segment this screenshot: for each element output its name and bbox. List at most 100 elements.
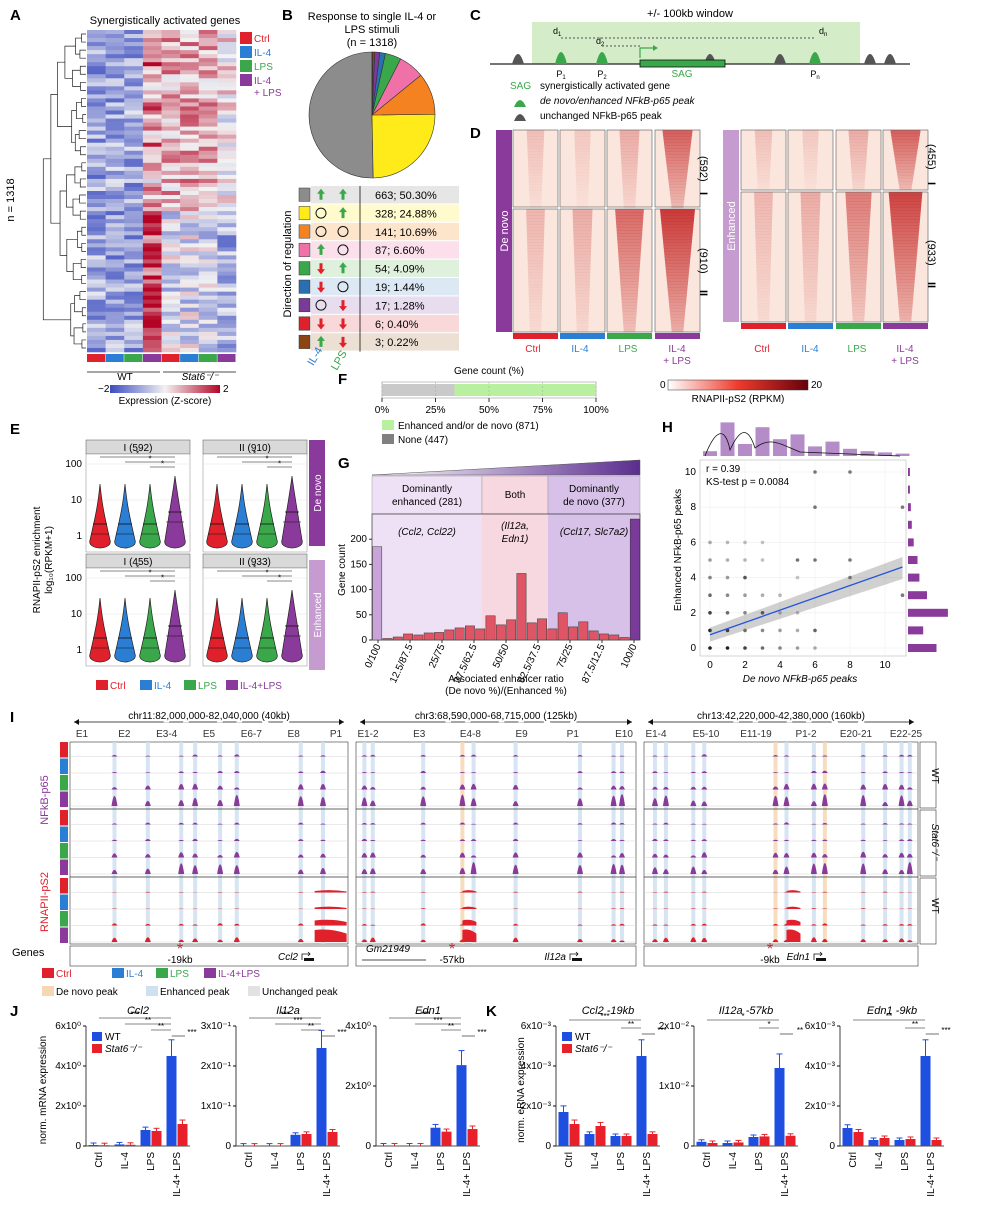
heatmap-cell <box>180 98 200 103</box>
signal-peak <box>662 839 669 841</box>
g-ytick: 200 <box>350 534 367 545</box>
heatmap-cell <box>87 283 106 288</box>
signal-peak <box>297 891 304 893</box>
heatmap-cell <box>87 263 106 268</box>
signal-peak <box>772 923 779 926</box>
peak-highlight <box>460 742 465 944</box>
heat-row <box>803 273 818 277</box>
heatmap-cell <box>105 343 125 349</box>
scatter-point <box>725 540 730 545</box>
heatmap-cell <box>180 223 200 228</box>
heatmap-cell <box>198 347 218 353</box>
peak-highlight <box>298 742 303 944</box>
signal-peak <box>860 939 867 942</box>
signal-peak <box>144 822 151 825</box>
heat-row <box>851 175 866 179</box>
cluster-ii-left-n: (910) <box>697 248 709 274</box>
heat-row <box>801 219 820 223</box>
heatmap-cell <box>180 166 200 172</box>
scatter-point <box>760 558 765 562</box>
scatter-point <box>795 628 800 633</box>
heatmap-block <box>607 130 652 207</box>
heat-row <box>575 175 590 179</box>
scatter-point <box>743 611 747 615</box>
heat-row <box>666 160 689 164</box>
heat-row <box>756 166 771 170</box>
signal-peak <box>178 839 185 841</box>
scatter-point <box>778 611 782 615</box>
heat-row <box>576 193 589 197</box>
heatmap-cell <box>142 102 162 107</box>
signal-peak <box>690 923 697 926</box>
peak-highlight <box>907 742 912 944</box>
heat-row <box>527 260 544 264</box>
heat-row <box>527 266 544 270</box>
heatmap-cell <box>198 138 218 143</box>
signal-peak <box>512 838 519 841</box>
heat-row <box>755 231 772 235</box>
signal-peak <box>512 755 519 757</box>
heatmap-cell <box>217 134 237 139</box>
hist-bar <box>557 612 568 641</box>
heatmap-cell <box>198 287 218 292</box>
window-label: +/- 100kb window <box>647 8 733 20</box>
direction-label: Direction of regulation <box>282 210 294 317</box>
heatmap-cell <box>180 191 200 196</box>
pie-title-2: LPS stimuli <box>344 24 399 36</box>
heatmap-cell <box>105 271 125 276</box>
heat-row <box>897 288 914 292</box>
heat-row <box>574 278 591 282</box>
heat-row <box>754 213 773 217</box>
heatmap-cell <box>87 86 106 91</box>
signal-peak <box>821 938 828 942</box>
heatmap-cell <box>87 267 106 272</box>
stat6-bar <box>415 1145 426 1146</box>
heatmap-cell <box>87 239 106 244</box>
heatmap-condition-bar <box>87 354 236 362</box>
signal-peak <box>459 839 466 841</box>
heat-row <box>575 163 590 167</box>
heatmap-cell <box>217 42 237 47</box>
heat-row <box>529 329 542 333</box>
element-label: P1 <box>330 729 343 740</box>
heatmap-cell <box>87 138 106 143</box>
heatmap-cell <box>124 126 144 131</box>
signal-peak <box>369 924 376 926</box>
heat-row <box>667 284 688 288</box>
signal-peak <box>217 864 224 874</box>
heat-row <box>574 263 591 267</box>
panel-k: K norm. eRNA expression Ccl2 -19kb02x10⁻… <box>486 1003 951 1197</box>
col-il4lps-2: + LPS <box>663 356 691 367</box>
heat-row <box>897 291 914 295</box>
violin <box>114 483 136 549</box>
schematic-legend: SAG synergistically activated gene de no… <box>510 81 696 122</box>
signal-peak <box>860 784 867 790</box>
heatmap-cell <box>180 331 200 337</box>
scatter-point <box>795 575 800 580</box>
heat-row <box>620 154 639 158</box>
heat-row <box>671 326 684 330</box>
heat-row <box>755 228 772 232</box>
h-xtick: 4 <box>777 660 783 671</box>
signal-peak <box>192 822 199 825</box>
signal-peak <box>297 784 304 790</box>
heatmap-cell <box>198 162 218 168</box>
legend-wt-swatch <box>562 1032 572 1041</box>
g-example-both-1: (Il12a, <box>501 521 529 532</box>
condition-cell <box>180 354 199 362</box>
heat-row <box>574 269 591 273</box>
heatmap-cell <box>87 94 106 99</box>
heatmap-cell <box>142 114 162 119</box>
heat-row <box>621 172 638 176</box>
signal-peak <box>111 923 118 926</box>
signal-peak <box>821 794 828 806</box>
heat-row <box>754 207 773 211</box>
scatter-point <box>725 611 730 615</box>
signal-peak <box>783 852 790 858</box>
heatmap-cell <box>87 211 106 216</box>
signal-peak <box>860 908 867 909</box>
heat-row <box>757 309 770 313</box>
heat-row <box>667 169 688 173</box>
heatmap-cell <box>124 219 144 224</box>
signal-peak <box>178 852 185 858</box>
